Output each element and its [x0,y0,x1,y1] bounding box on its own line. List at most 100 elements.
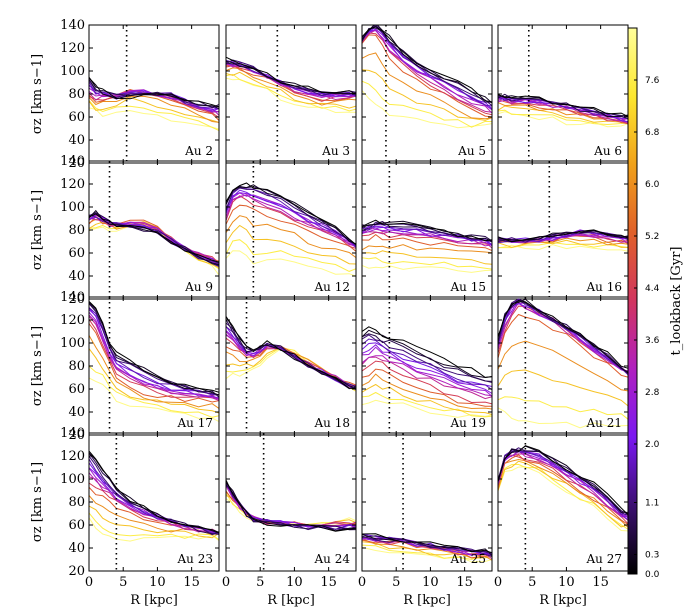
series-line [498,244,628,252]
series-line [89,467,219,534]
series-line [362,391,492,418]
series-line [89,96,219,123]
y-axis-label: σz [km s−1] [30,326,45,406]
series-group [226,182,356,277]
y-tick-label: 40 [68,541,85,556]
x-tick-label: 0 [85,575,93,590]
series-group [362,25,492,129]
series-line [362,344,492,394]
panel-label: Au 23 [177,552,213,566]
colorbar-tick-label: 1.1 [645,499,659,509]
panel-frame [88,296,220,436]
series-line [226,56,356,95]
y-tick-label: 20 [68,292,85,307]
series-line [362,90,492,129]
series-line [89,323,219,403]
series-line [226,484,356,531]
panel-au-21: Au 21 [497,296,629,436]
panel-au-12: Au 12 [225,160,357,300]
series-line [498,396,628,420]
y-tick-label: 20 [68,564,85,579]
series-line [498,466,628,532]
y-tick-label: 100 [60,336,85,351]
series-line [89,309,219,399]
series-line [89,472,219,534]
panel-au-18: Au 18 [225,296,357,436]
series-line [498,298,628,375]
y-tick-label: 20 [68,156,85,171]
series-line [89,212,219,266]
x-tick-label: 10 [149,575,166,590]
series-line [362,329,492,379]
series-line [498,105,628,125]
series-line [498,109,628,126]
series-line [362,383,492,415]
series-line [498,299,628,369]
x-tick-label: 5 [256,575,264,590]
series-line [498,94,628,118]
y-tick-label: 100 [60,64,85,79]
panel-label: Au 2 [184,144,213,158]
series-line [498,450,628,515]
panel-label: Au 25 [450,552,486,566]
colorbar-tick-label: 6.8 [645,128,660,138]
series-group [498,229,628,252]
x-tick-label: 0 [494,575,502,590]
series-line [226,189,356,248]
series-line [362,360,492,405]
series-line [89,301,219,393]
series-line [498,302,628,373]
series-line [498,302,628,372]
series-line [226,73,356,112]
series-line [498,369,628,407]
panel-au-24: 0 5 10 15 R [kpc] Au 24 [222,432,357,608]
y-tick-label: 60 [68,246,85,261]
series-line [362,399,492,418]
series-line [362,346,492,397]
series-group [498,298,628,429]
panel-frame [225,296,357,436]
series-line [89,307,219,396]
x-tick-label: 5 [528,575,536,590]
y-tick-label: 80 [68,87,85,102]
y-tick-label: 140 [60,18,85,33]
series-line [226,192,356,248]
series-line [226,215,356,259]
x-tick-label: 5 [119,575,127,590]
series-line [362,250,492,265]
x-tick-label: 15 [320,575,337,590]
panel-frame [88,432,220,572]
series-line [362,244,492,254]
series-line [226,182,356,246]
y-tick-label: 80 [68,359,85,374]
colorbar-tick-label: 6.0 [645,180,660,190]
series-line [89,377,219,422]
series-line [362,233,492,251]
x-tick-label: 10 [422,575,439,590]
y-axis-label: σz [km s−1] [30,190,45,270]
series-line [362,333,492,382]
series-line [362,534,492,556]
series-line [226,71,356,109]
series-line [362,355,492,397]
panel-au-15: Au 15 [361,160,493,300]
series-line [89,512,219,541]
panel-frame [225,160,357,300]
series-line [362,541,492,559]
panel-au-5: Au 5 [361,24,493,164]
series-group [498,445,628,532]
series-line [362,29,492,111]
y-tick-label: 40 [68,269,85,284]
series-line [226,479,356,532]
panel-au-25: 0 5 10 15 R [kpc] Au 25 [358,432,493,608]
series-line [226,204,356,252]
y-tick-label: 60 [68,382,85,397]
series-group [89,301,219,422]
series-group [226,479,356,532]
panel-label: Au 12 [314,280,350,294]
panel-label: Au 19 [450,416,486,430]
series-line [362,52,492,120]
colorbar-label: t_lookback [Gyr] [669,247,684,356]
series-line [89,455,219,536]
colorbar-tick-label: 7.6 [645,76,660,86]
